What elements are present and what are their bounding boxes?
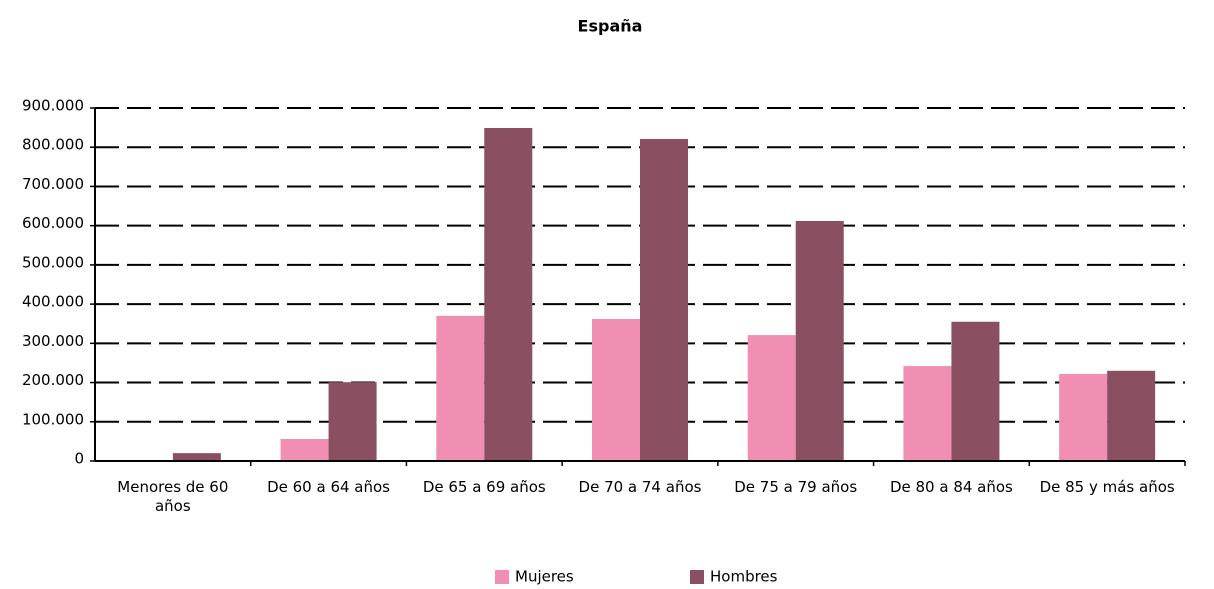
x-tick-label: De 75 a 79 años xyxy=(734,478,858,496)
bar xyxy=(328,382,377,461)
bar xyxy=(484,128,533,461)
bar xyxy=(1059,373,1108,461)
legend-label: Hombres xyxy=(710,568,778,586)
x-tick-label: De 80 a 84 años xyxy=(889,478,1013,496)
bar xyxy=(903,366,952,461)
bar xyxy=(747,335,796,461)
bar xyxy=(795,220,844,461)
y-tick-label: 800.000 xyxy=(22,136,84,154)
x-tick-label: De 65 a 69 años xyxy=(422,478,546,496)
x-tick-label: De 85 y más años xyxy=(1039,478,1175,496)
y-tick-label: 300.000 xyxy=(22,332,84,350)
x-tick-label: Menores de 60 años xyxy=(117,478,229,515)
y-tick-label: 500.000 xyxy=(22,253,84,271)
bar xyxy=(592,319,640,461)
chart-title: España xyxy=(578,17,643,36)
bar xyxy=(280,439,329,461)
bar xyxy=(951,321,1000,461)
y-tick-label: 700.000 xyxy=(22,175,84,193)
y-tick-label: 600.000 xyxy=(22,214,84,232)
legend-label: Mujeres xyxy=(515,568,574,586)
bar xyxy=(436,315,485,461)
x-tick-label: De 60 a 64 años xyxy=(267,478,391,496)
y-tick-label: 900.000 xyxy=(22,97,84,115)
bar xyxy=(1107,370,1156,461)
y-tick-label: 200.000 xyxy=(22,371,84,389)
legend-swatch xyxy=(495,570,509,584)
y-tick-label: 400.000 xyxy=(22,293,84,311)
y-tick-label: 100.000 xyxy=(22,410,84,428)
legend-swatch xyxy=(690,570,704,584)
y-tick-label: 0 xyxy=(74,450,84,468)
x-tick-label: De 70 a 74 años xyxy=(578,478,702,496)
bar xyxy=(640,138,688,462)
bar xyxy=(172,453,221,461)
